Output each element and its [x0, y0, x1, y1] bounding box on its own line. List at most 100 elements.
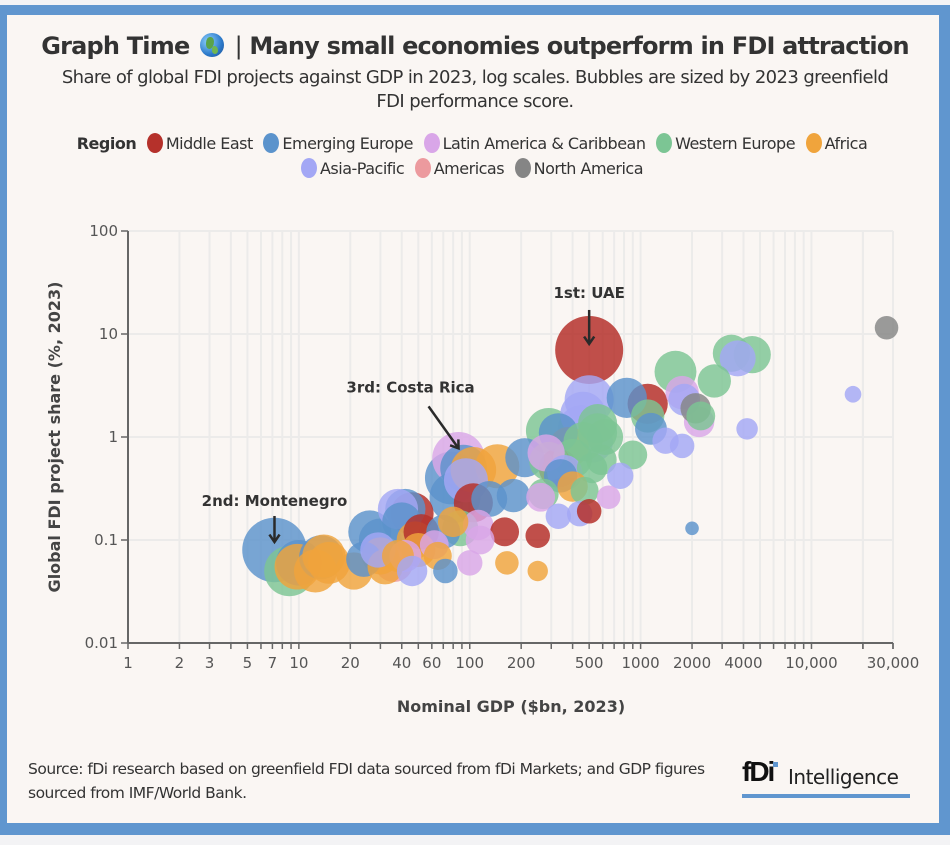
bubble-latin-america-caribbean [596, 485, 621, 510]
legend-swatch [300, 158, 317, 178]
bubble-western-europe [618, 440, 648, 470]
annotations: 1st: UAE 2nd: Montenegro 3rd: Costa Rica [202, 284, 625, 545]
arrowhead-icon [268, 533, 281, 545]
legend-row-1: Region Middle East Emerging Europe Latin… [30, 131, 920, 156]
x-axis-title: Nominal GDP ($bn, 2023) [397, 697, 625, 716]
x-tick-label: 100 [455, 654, 484, 672]
bubble-north-america [874, 315, 899, 340]
legend-swatch [414, 158, 431, 178]
chart-title: Graph Time | Many small economies outper… [0, 32, 950, 60]
bubble-africa [527, 560, 548, 582]
logo-underline [742, 794, 910, 798]
bubble-asia-pacific [396, 555, 428, 587]
legend-label: Asia-Pacific [319, 159, 405, 178]
annotation-montenegro: 2nd: Montenegro [202, 492, 348, 545]
annotation-label: 3rd: Costa Rica [346, 378, 474, 396]
title-prefix: Graph Time [41, 32, 190, 60]
legend-row-2: Asia-Pacific Americas North America [30, 156, 920, 181]
y-tick-label: 0.01 [85, 634, 118, 652]
legend-item-americas[interactable]: Americas [414, 156, 505, 181]
bubble-asia-pacific [607, 462, 634, 489]
title-main: Many small economies outperform in FDI a… [249, 32, 909, 60]
chart-subtitle: Share of global FDI projects against GDP… [61, 67, 889, 112]
x-tick-label: 10,000 [785, 654, 838, 672]
bubble-emerging-europe [496, 478, 531, 513]
x-tick-label: 40 [392, 654, 411, 672]
bubble-asia-pacific [669, 433, 695, 459]
legend-swatch [656, 133, 673, 153]
bubble-western-europe [586, 444, 617, 476]
legend-swatch [263, 133, 280, 153]
legend-label: Emerging Europe [282, 134, 413, 153]
y-axis-title: Global FDI project share (%, 2023) [45, 282, 64, 593]
x-tick-label: 3 [205, 654, 215, 672]
legend-item-north-america[interactable]: North America [514, 156, 644, 181]
annotation-costa-rica: 3rd: Costa Rica [346, 378, 475, 451]
legend-item-africa[interactable]: Africa [805, 131, 868, 156]
axes: 0.01 0.1 1 10 100 1 2 3 5 7 10 20 40 60 100 200 500 1000 2… [85, 222, 920, 672]
annotation-uae: 1st: UAE [553, 284, 625, 347]
bubble-asia-pacific [844, 385, 862, 403]
title-separator: | [234, 32, 243, 60]
bubble-africa [437, 506, 469, 538]
logo-mark-text: fDi [742, 756, 775, 787]
x-tick-label: 500 [575, 654, 604, 672]
x-tick-label: 5 [243, 654, 253, 672]
x-tick-label: 20 [341, 654, 360, 672]
chart-card [7, 15, 939, 823]
legend-item-western-europe[interactable]: Western Europe [656, 131, 796, 156]
logo-word: Intelligence [788, 765, 899, 789]
bubble-latin-america-caribbean [465, 525, 495, 555]
bubble-western-europe [697, 364, 731, 398]
x-tick-label: 60 [422, 654, 441, 672]
bubble-emerging-europe [685, 521, 699, 536]
x-tick-label: 2000 [673, 654, 711, 672]
y-tick-label: 100 [89, 222, 118, 240]
legend-label: Latin America & Caribbean [442, 134, 646, 153]
annotation-arrow [427, 405, 460, 450]
x-tick-label: 7 [268, 654, 278, 672]
bubble-middle-east [490, 517, 520, 547]
globe-americas-icon [200, 33, 224, 57]
x-tick-label: 1 [123, 654, 133, 672]
annotation-label: 2nd: Montenegro [202, 492, 348, 510]
bubble-asia-pacific [736, 418, 758, 440]
legend-label: Africa [824, 134, 868, 153]
source-note: Source: fDi research based on greenfield… [28, 760, 705, 802]
legend-label: Americas [433, 159, 505, 178]
fdi-intelligence-logo: fDi Intelligence [742, 756, 912, 800]
legend-label: Western Europe [675, 134, 796, 153]
x-tick-label: 30,000 [867, 654, 920, 672]
y-tick-label: 1 [108, 428, 118, 446]
legend-item-middle-east[interactable]: Middle East [146, 131, 253, 156]
legend-item-emerging-europe[interactable]: Emerging Europe [263, 131, 413, 156]
x-tick-label: 10 [289, 654, 308, 672]
logo-mark: fDi [742, 756, 778, 788]
bubble-asia-pacific [545, 503, 572, 529]
x-tick-label: 2 [175, 654, 185, 672]
x-tick-label: 1000 [622, 654, 660, 672]
arrowhead-icon [583, 335, 596, 347]
grid-lines [127, 230, 894, 644]
legend-swatch [423, 133, 440, 153]
bubble-middle-east [576, 499, 602, 524]
bubble-western-europe [686, 401, 716, 431]
bubbles [242, 315, 899, 597]
bubble-western-europe [570, 476, 599, 505]
bubble-africa [495, 551, 519, 575]
bubble-emerging-europe [433, 558, 458, 584]
logo-dot [773, 762, 778, 767]
legend: Region Middle East Emerging Europe Latin… [30, 131, 920, 181]
bubble-middle-east [525, 523, 550, 548]
legend-swatch [146, 133, 163, 153]
bubble-middle-east [555, 315, 624, 384]
y-tick-label: 0.1 [94, 531, 118, 549]
arrowhead-icon [449, 439, 460, 451]
legend-swatch [514, 158, 531, 178]
x-tick-label: 200 [507, 654, 536, 672]
legend-label: Middle East [165, 134, 253, 153]
legend-item-asia-pacific[interactable]: Asia-Pacific [300, 156, 405, 181]
bubble-latin-america-caribbean [526, 482, 556, 512]
legend-item-latin-america[interactable]: Latin America & Caribbean [423, 131, 646, 156]
